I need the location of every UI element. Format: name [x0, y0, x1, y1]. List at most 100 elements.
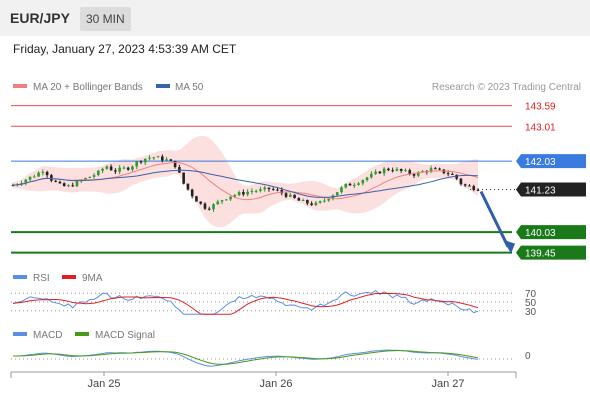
candle-body [118, 167, 121, 172]
forecast-arrow [479, 190, 515, 254]
signal-legend-label: MACD Signal [95, 330, 155, 341]
ma9-legend-label: 9MA [82, 273, 103, 284]
candle-body [335, 192, 339, 196]
candle-body [476, 189, 480, 191]
candle-body [284, 193, 288, 197]
candle-body [306, 199, 309, 204]
candle-body [50, 175, 53, 181]
ma50-line [12, 169, 479, 198]
candle-body [263, 187, 266, 190]
candle-body [109, 166, 113, 171]
candle-body [169, 159, 173, 161]
candle-body [361, 180, 365, 184]
candle-body [399, 168, 403, 171]
candle-body [429, 168, 433, 172]
candle-body [357, 183, 360, 185]
ma20-legend-label: MA 20 + Bollinger Bands [33, 82, 143, 93]
candle-body [143, 158, 147, 163]
level-label-box [516, 154, 586, 169]
candle-body [250, 191, 254, 193]
macd-legend-swatch [13, 332, 27, 336]
macd-signal-line [13, 350, 479, 365]
candle-body [58, 181, 62, 184]
rsi-ma9-line [12, 292, 479, 315]
rsi-level-label: 30 [525, 307, 537, 318]
candle-body [122, 167, 126, 169]
candle-body [156, 156, 160, 158]
candle-body [207, 208, 211, 210]
candle-body [267, 187, 271, 190]
candle-body [92, 175, 96, 177]
candle-body [220, 200, 224, 202]
candle-body [225, 199, 228, 201]
signal-legend-swatch [75, 332, 89, 336]
candle-body [288, 194, 292, 197]
toolbar: EUR/JPY 30 MIN [0, 0, 590, 36]
x-tick-label: Jan 27 [431, 378, 464, 390]
bollinger-band-fill [13, 135, 478, 228]
candle-body [237, 192, 241, 196]
rsi-level-label: 50 [525, 298, 537, 309]
candle-body [212, 204, 215, 210]
candle-body [148, 157, 151, 159]
candle-body [340, 187, 343, 193]
candle-body [378, 171, 382, 174]
candle-body [370, 173, 373, 178]
candle-body [97, 170, 100, 176]
candle-body [28, 176, 32, 180]
ma20-line [12, 161, 479, 201]
candle-body [314, 202, 318, 206]
candle-body [472, 186, 476, 190]
level-label-box [516, 182, 586, 197]
price-levels: 143.59 143.01 142.03 141.23 140.03 139.45 [11, 102, 586, 260]
candle-body [41, 171, 45, 173]
chart-panel [0, 36, 590, 400]
candle-body [468, 185, 471, 187]
candle-body [71, 185, 75, 187]
candle-body [131, 166, 134, 170]
candle-body [199, 201, 203, 204]
candle-body [271, 189, 275, 191]
rsi-line [12, 289, 479, 315]
timeframe-button[interactable]: 30 MIN [80, 7, 131, 31]
candle-body [152, 157, 156, 159]
candle-body [11, 185, 15, 187]
candle-body [161, 156, 164, 161]
candle-body [75, 180, 79, 187]
candle-body [165, 159, 168, 161]
candle-body [54, 180, 57, 182]
candle-body [438, 168, 441, 170]
candle-body [387, 168, 390, 171]
candle-body [293, 194, 296, 199]
candle-body [173, 160, 177, 168]
ma50-legend-label: MA 50 [175, 82, 204, 93]
candle-body [229, 196, 232, 200]
candle-body [310, 203, 313, 206]
candle-body [412, 173, 416, 176]
candle-body [33, 176, 36, 178]
level-label-box [516, 245, 586, 260]
macd-legend-label: MACD [33, 330, 62, 341]
x-axis: Jan 25 Jan 26 Jan 27 [10, 371, 517, 390]
ma50-legend-swatch [156, 84, 170, 88]
candle-body [45, 171, 49, 176]
moving-averages [12, 161, 479, 201]
candle-body [446, 173, 450, 175]
candle-body [62, 183, 66, 187]
candle-body [139, 161, 143, 163]
candle-body [126, 167, 130, 170]
candle-body [352, 184, 356, 186]
rsi-level-label: 70 [525, 289, 537, 300]
candle-body [84, 177, 87, 181]
candle-body [203, 203, 207, 209]
candle-body [404, 170, 407, 172]
candle-body [182, 172, 185, 184]
candle-body [455, 174, 458, 179]
candle-body [323, 200, 326, 202]
candle-body [408, 170, 412, 174]
candle-body [459, 178, 463, 185]
level-label-143.01: 143.01 [525, 122, 556, 133]
ma9-legend-swatch [62, 275, 76, 279]
